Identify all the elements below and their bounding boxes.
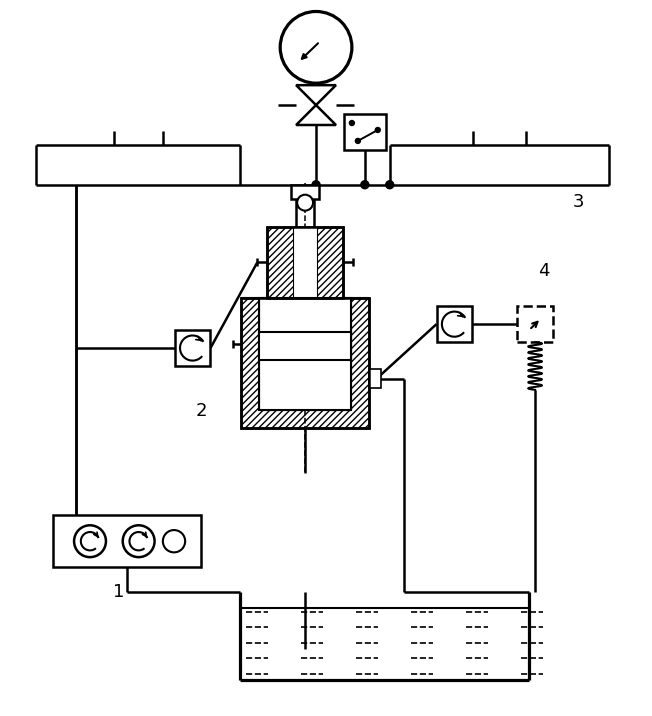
- Bar: [175, 330, 211, 366]
- Bar: [369, 369, 381, 389]
- Circle shape: [74, 526, 106, 557]
- Circle shape: [355, 138, 361, 143]
- Circle shape: [361, 180, 369, 189]
- Circle shape: [280, 11, 352, 83]
- Text: 1: 1: [113, 583, 125, 601]
- Bar: [53, 516, 201, 567]
- Bar: [437, 306, 472, 342]
- Bar: [241, 299, 369, 427]
- Circle shape: [386, 180, 394, 189]
- Circle shape: [297, 195, 313, 211]
- Bar: [293, 226, 317, 299]
- Bar: [267, 226, 343, 299]
- Bar: [517, 306, 553, 342]
- Bar: [259, 299, 351, 410]
- Polygon shape: [296, 105, 336, 125]
- Circle shape: [349, 120, 355, 125]
- Text: 4: 4: [539, 262, 550, 281]
- Text: 2: 2: [196, 402, 207, 420]
- Circle shape: [376, 127, 380, 132]
- Circle shape: [123, 526, 155, 557]
- Bar: [267, 226, 343, 299]
- Bar: [291, 185, 319, 198]
- Polygon shape: [296, 85, 336, 105]
- Bar: [259, 332, 351, 360]
- Bar: [344, 114, 386, 150]
- Circle shape: [312, 180, 320, 189]
- Circle shape: [163, 530, 185, 552]
- Bar: [241, 299, 369, 427]
- Bar: [259, 299, 351, 410]
- Text: 3: 3: [573, 193, 585, 211]
